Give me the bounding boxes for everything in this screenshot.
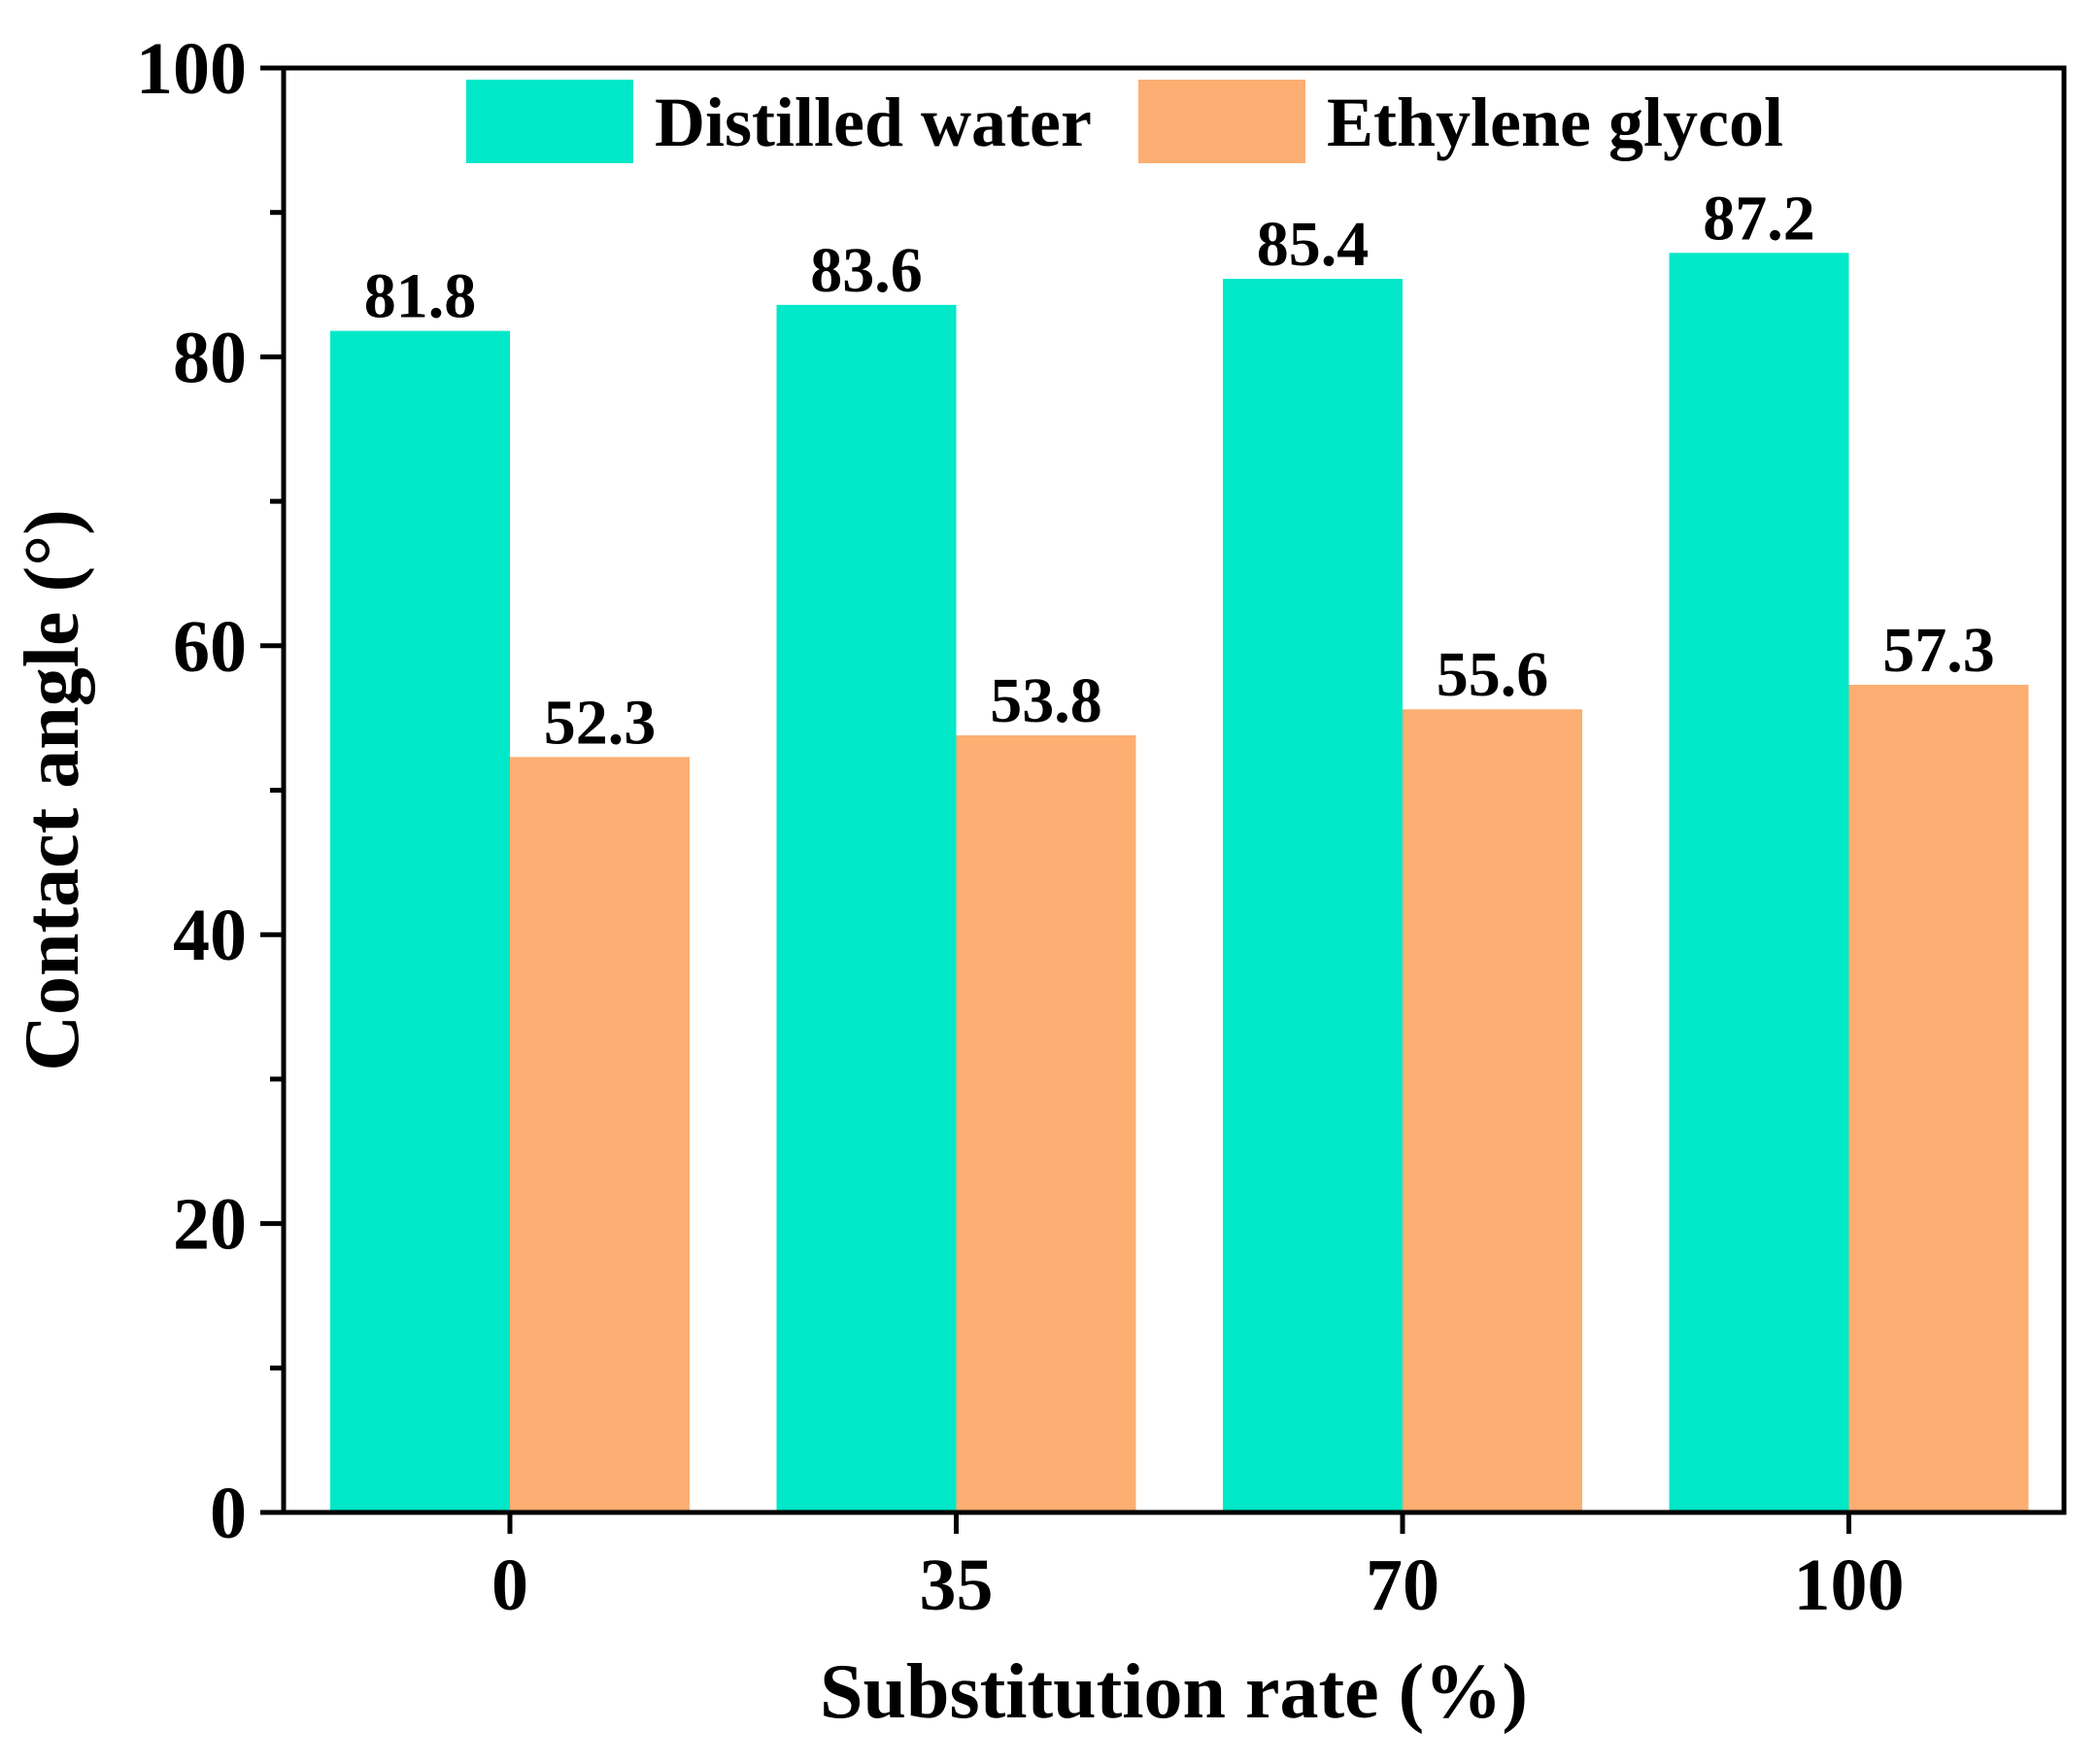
x-tick-label: 0 <box>491 1544 528 1626</box>
y-axis-title: Contact angle (°) <box>10 509 95 1071</box>
legend-swatch-distilled-water <box>466 80 633 163</box>
y-tick-label: 60 <box>173 606 247 688</box>
x-axis: 0 35 70 100 <box>491 1512 1905 1626</box>
x-tick-label: 35 <box>920 1544 994 1626</box>
value-label-distilled-water-35: 83.6 <box>810 235 923 306</box>
bar-distilled-water-70 <box>1223 279 1403 1512</box>
x-tick-label: 70 <box>1366 1544 1439 1626</box>
value-label-ethylene-glycol-35: 53.8 <box>990 665 1102 736</box>
legend-label-distilled-water: Distilled water <box>655 84 1092 161</box>
bar-ethylene-glycol-35 <box>956 734 1136 1512</box>
value-label-distilled-water-0: 81.8 <box>364 261 477 332</box>
bar-ethylene-glycol-70 <box>1403 709 1582 1512</box>
value-label-distilled-water-70: 85.4 <box>1257 209 1370 280</box>
legend-label-ethylene-glycol: Ethylene glycol <box>1327 84 1783 161</box>
bars-layer <box>330 253 2029 1513</box>
legend-swatch-ethylene-glycol <box>1138 80 1305 163</box>
bar-ethylene-glycol-0 <box>510 757 690 1512</box>
value-label-ethylene-glycol-70: 55.6 <box>1437 639 1549 710</box>
bar-ethylene-glycol-100 <box>1848 684 2029 1512</box>
value-labels-layer: 81.8 83.6 85.4 87.2 52.3 53.8 55.6 57.3 <box>364 183 1995 758</box>
legend: Distilled water Ethylene glycol <box>466 80 1783 163</box>
x-tick-label: 100 <box>1794 1544 1905 1626</box>
y-axis: 0 20 40 60 80 100 <box>136 28 284 1554</box>
y-tick-label: 40 <box>173 895 247 976</box>
bar-distilled-water-0 <box>330 330 510 1512</box>
y-tick-label: 0 <box>210 1473 247 1554</box>
bar-distilled-water-100 <box>1669 253 1849 1513</box>
value-label-ethylene-glycol-0: 52.3 <box>544 687 657 758</box>
value-label-ethylene-glycol-100: 57.3 <box>1882 615 1995 686</box>
y-tick-label: 100 <box>136 28 247 110</box>
bar-distilled-water-35 <box>776 304 957 1512</box>
value-label-distilled-water-100: 87.2 <box>1703 183 1815 254</box>
y-tick-label: 80 <box>173 317 247 398</box>
y-tick-label: 20 <box>173 1184 247 1266</box>
x-axis-title: Substitution rate (%) <box>820 1649 1528 1735</box>
